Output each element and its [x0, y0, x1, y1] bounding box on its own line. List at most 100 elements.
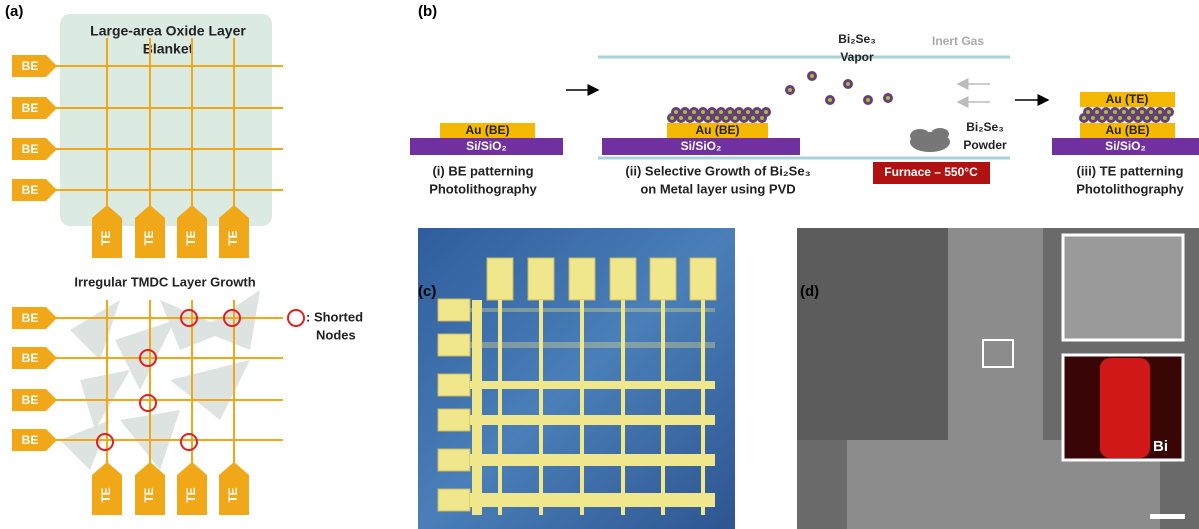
- crystal: [1127, 116, 1131, 120]
- crystal: [1140, 110, 1144, 114]
- crystal: [706, 116, 710, 120]
- electrode: [470, 381, 715, 389]
- pad: [438, 299, 470, 321]
- crystal: [692, 110, 696, 114]
- label: Bi₂Se₃: [966, 120, 1004, 134]
- crystal: [674, 110, 678, 114]
- crystal: [719, 110, 723, 114]
- pad: [610, 258, 636, 300]
- crystal: [760, 116, 764, 120]
- crystal: [1082, 116, 1086, 120]
- pad: [528, 258, 554, 300]
- crystal: [751, 116, 755, 120]
- crystal: [1167, 110, 1171, 114]
- label: BE: [22, 101, 39, 115]
- pad: [438, 334, 470, 356]
- crystal: [886, 96, 890, 100]
- label: TE: [226, 230, 240, 245]
- electrode: [470, 415, 715, 425]
- label: Si/SiO₂: [681, 139, 722, 153]
- label: TE: [99, 230, 113, 245]
- label: Photolithography: [1076, 181, 1184, 196]
- crystal: [1145, 116, 1149, 120]
- label: Au (BE): [1106, 123, 1150, 137]
- pad: [650, 258, 676, 300]
- crystal: [701, 110, 705, 114]
- electrode: [470, 454, 715, 466]
- crystal: [697, 116, 701, 120]
- crystal: [810, 74, 814, 78]
- crystal: [866, 98, 870, 102]
- label: BE: [22, 183, 39, 197]
- crystal: [1086, 110, 1090, 114]
- crystal: [788, 88, 792, 92]
- crystal: [679, 116, 683, 120]
- crystal: [670, 116, 674, 120]
- pad: [487, 258, 513, 300]
- crystal: [733, 116, 737, 120]
- crystal: [1163, 116, 1167, 120]
- electrode: [470, 342, 715, 348]
- label: on Metal layer using PVD: [640, 181, 795, 196]
- label: Powder: [963, 138, 1007, 152]
- crystal: [715, 116, 719, 120]
- electrode: [470, 493, 715, 507]
- electrode: [701, 300, 705, 515]
- pad: [438, 449, 470, 471]
- crystal: [755, 110, 759, 114]
- sem-image: [797, 228, 1199, 529]
- label: Au (TE): [1106, 92, 1149, 106]
- crystal: [1118, 116, 1122, 120]
- electrode: [580, 300, 584, 515]
- electrode: [539, 300, 543, 515]
- label: BE: [22, 142, 39, 156]
- crystal: [846, 82, 850, 86]
- crystal: [1158, 110, 1162, 114]
- label: Large-area Oxide Layer: [90, 23, 246, 39]
- label: Si/SiO₂: [1105, 139, 1146, 153]
- label: BE: [22, 351, 39, 365]
- crystal: [1154, 116, 1158, 120]
- label: : Shorted: [306, 309, 363, 324]
- crystal: [746, 110, 750, 114]
- label: Inert Gas: [932, 34, 984, 48]
- crystal: [1113, 110, 1117, 114]
- crystal: [1136, 116, 1140, 120]
- label: TE: [142, 230, 156, 245]
- crystal: [1091, 116, 1095, 120]
- crystal: [1095, 110, 1099, 114]
- label: Bi: [1153, 438, 1168, 455]
- label: (c): [418, 283, 436, 300]
- figure: (a)(b)(c)(d)Large-area Oxide LayerBlanke…: [0, 0, 1199, 529]
- pad: [438, 409, 470, 431]
- label: (ii) Selective Growth of Bi₂Se₃: [625, 163, 810, 178]
- label: Irregular TMDC Layer Growth: [74, 274, 255, 289]
- label: BE: [22, 433, 39, 447]
- electrode: [470, 308, 715, 312]
- electrode: [621, 300, 625, 515]
- label: (i) BE patterning: [432, 163, 533, 178]
- crystal: [724, 116, 728, 120]
- electrode: [661, 300, 665, 515]
- crystal: [1109, 116, 1113, 120]
- electrode: [472, 300, 482, 515]
- crystal: [1100, 116, 1104, 120]
- label: (a): [5, 3, 23, 20]
- label: (iii) TE patterning: [1077, 163, 1184, 178]
- pad: [438, 374, 470, 396]
- crystal: [737, 110, 741, 114]
- label: TE: [142, 487, 156, 502]
- crystal: [710, 110, 714, 114]
- label: Vapor: [840, 50, 874, 64]
- label: BE: [22, 393, 39, 407]
- label: TE: [184, 487, 198, 502]
- crystal: [764, 110, 768, 114]
- pad: [690, 258, 716, 300]
- label: Nodes: [316, 327, 356, 342]
- label: Si/SiO₂: [466, 139, 507, 153]
- crystal: [728, 110, 732, 114]
- pad: [569, 258, 595, 300]
- electrode: [498, 300, 502, 515]
- label: Photolithography: [429, 181, 537, 196]
- pad: [438, 489, 470, 511]
